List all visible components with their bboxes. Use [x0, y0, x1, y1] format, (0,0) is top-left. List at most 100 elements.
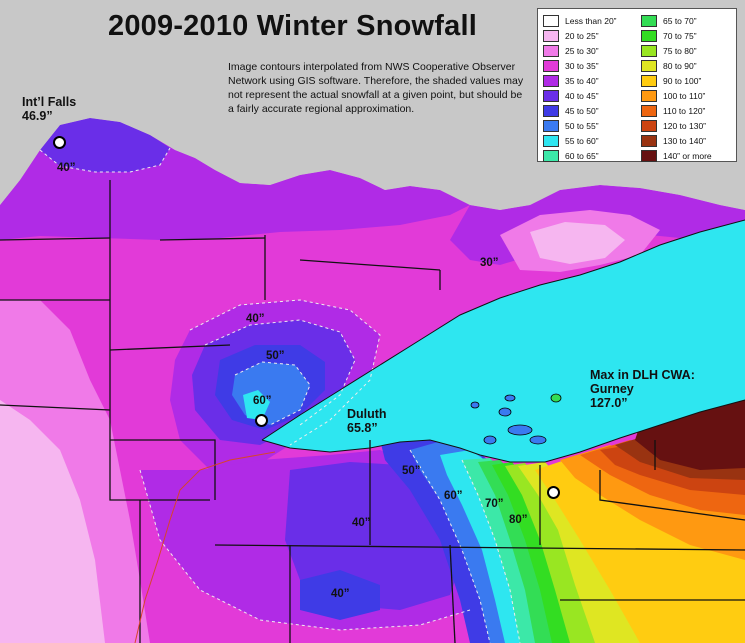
gurney-name: Gurney [590, 382, 634, 396]
legend-swatch [543, 59, 559, 72]
legend-label: 20 to 25” [565, 30, 599, 41]
legend-label: 50 to 55” [565, 120, 599, 131]
intl-falls-value: 46.9” [22, 109, 53, 123]
legend-swatch [641, 59, 657, 72]
legend-label: 25 to 30” [565, 45, 599, 56]
duluth-value: 65.8” [347, 421, 378, 435]
legend-swatch [641, 14, 657, 27]
contour-lines [39, 147, 521, 643]
intl-falls-marker [53, 136, 66, 149]
legend-swatch [641, 119, 657, 132]
legend-label: 70 to 75” [663, 30, 697, 41]
legend-grid: Less than 20” 20 to 25” 25 to 30” 30 to 35”… [543, 13, 733, 163]
legend-label: 90 to 100” [663, 75, 702, 86]
legend-swatch [543, 74, 559, 87]
methodology-note: Image contours interpolated from NWS Coo… [228, 61, 524, 115]
interstate-line [134, 451, 276, 643]
legend-label: 120 to 130” [663, 120, 707, 131]
duluth-label: Duluth 65.8” [347, 407, 387, 435]
contour-label-60-duluth: 60” [253, 395, 272, 407]
legend: Less than 20” 20 to 25” 25 to 30” 30 to 35”… [537, 8, 737, 162]
gurney-value: 127.0” [590, 396, 628, 410]
legend-item: 65 to 70” [641, 13, 739, 28]
legend-item: 20 to 25” [543, 28, 641, 43]
region-20-25-northshore [530, 222, 625, 264]
legend-label: 40 to 45” [565, 90, 599, 101]
legend-swatch [543, 104, 559, 117]
region-20-25-west [0, 400, 105, 643]
contour-label-40-bottom: 40” [331, 588, 350, 600]
legend-swatch [543, 44, 559, 57]
legend-item: 130 to 140” [641, 133, 739, 148]
region-100-110-east [560, 445, 745, 560]
legend-item: 100 to 110” [641, 88, 739, 103]
legend-swatch [641, 89, 657, 102]
legend-label: 60 to 65” [565, 150, 599, 161]
legend-swatch [543, 29, 559, 42]
legend-swatch [543, 149, 559, 162]
legend-item: 30 to 35” [543, 58, 641, 73]
legend-swatch [641, 149, 657, 162]
region-65-70-shore [478, 460, 560, 643]
legend-item: 75 to 80” [641, 43, 739, 58]
legend-swatch [543, 89, 559, 102]
legend-item: 45 to 50” [543, 103, 641, 118]
region-70-75-shore [492, 462, 575, 643]
contour-label-70: 70” [485, 498, 504, 510]
legend-item: Less than 20” [543, 13, 641, 28]
legend-item: 35 to 40” [543, 73, 641, 88]
legend-item: 70 to 75” [641, 28, 739, 43]
legend-label: 130 to 140” [663, 135, 707, 146]
apostle-islands [470, 393, 562, 445]
duluth-name: Duluth [347, 407, 387, 421]
lake-shoreline [261, 219, 745, 463]
lake-superior [262, 220, 745, 462]
legend-label: 65 to 70” [663, 15, 697, 26]
legend-item: 140” or more [641, 148, 739, 163]
gurney-marker [547, 486, 560, 499]
contour-label-40-mid: 40” [246, 313, 265, 325]
legend-swatch [543, 119, 559, 132]
contour-label-50-mid: 50” [266, 350, 285, 362]
legend-swatch [641, 104, 657, 117]
legend-label: 140” or more [663, 150, 712, 161]
region-40-45-bottom [300, 570, 380, 620]
contour-label-50-south: 50” [402, 465, 421, 477]
legend-item: 60 to 65” [543, 148, 641, 163]
legend-swatch [543, 14, 559, 27]
legend-label: 55 to 60” [565, 135, 599, 146]
legend-label: 110 to 120” [663, 105, 706, 116]
legend-label: 35 to 40” [565, 75, 599, 86]
contour-label-80: 80” [509, 514, 528, 526]
legend-label: 75 to 80” [663, 45, 697, 56]
region-140-plus-east [635, 400, 745, 470]
legend-swatch [641, 74, 657, 87]
legend-item: 90 to 100” [641, 73, 739, 88]
legend-item: 50 to 55” [543, 118, 641, 133]
contour-label-60-south: 60” [444, 490, 463, 502]
legend-swatch [641, 29, 657, 42]
legend-label: 100 to 110” [663, 90, 706, 101]
legend-item: 40 to 45” [543, 88, 641, 103]
contour-label-40-north: 40” [57, 162, 76, 174]
legend-item: 110 to 120” [641, 103, 739, 118]
legend-label: Less than 20” [565, 15, 617, 26]
legend-label: 80 to 90” [663, 60, 697, 71]
gurney-label: Max in DLH CWA: Gurney 127.0” [590, 368, 695, 410]
map-title: 2009-2010 Winter Snowfall [108, 10, 477, 42]
region-75-80-shore [505, 463, 595, 643]
legend-item: 25 to 30” [543, 43, 641, 58]
region-55-60-duluth [243, 390, 270, 420]
contour-label-40-south: 40” [352, 517, 371, 529]
legend-item: 80 to 90” [641, 58, 739, 73]
contour-label-30: 30” [480, 257, 499, 269]
legend-item: 120 to 130” [641, 118, 739, 133]
legend-item: 55 to 60” [543, 133, 641, 148]
legend-swatch [641, 134, 657, 147]
duluth-marker [255, 414, 268, 427]
gurney-heading: Max in DLH CWA: [590, 368, 695, 382]
legend-label: 30 to 35” [565, 60, 599, 71]
intl-falls-name: Int’l Falls [22, 95, 77, 109]
region-40-45-falls [40, 118, 170, 172]
legend-label: 45 to 50” [565, 105, 599, 116]
